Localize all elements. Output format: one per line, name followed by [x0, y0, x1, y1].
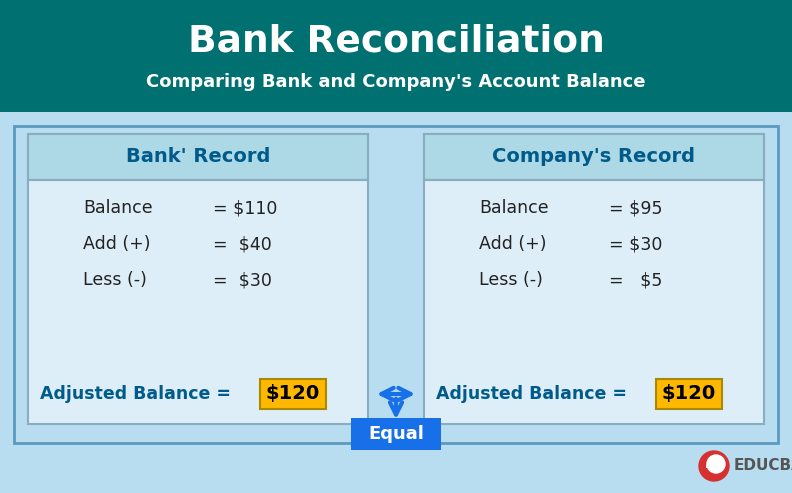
Text: Adjusted Balance =: Adjusted Balance =: [436, 385, 627, 403]
Text: $120: $120: [662, 385, 716, 403]
Bar: [0, 0, 792, 112]
Text: =  $40: = $40: [213, 235, 272, 253]
Bar: [351, 418, 441, 450]
Text: Equal: Equal: [368, 425, 424, 443]
Text: = $95: = $95: [609, 199, 662, 217]
Text: $120: $120: [266, 385, 320, 403]
Bar: [28, 134, 368, 424]
Text: =  $30: = $30: [213, 271, 272, 289]
Text: Less (-): Less (-): [479, 271, 543, 289]
Bar: [14, 126, 778, 443]
Text: Bank' Record: Bank' Record: [126, 147, 270, 167]
Text: Balance: Balance: [479, 199, 549, 217]
Text: Less (-): Less (-): [83, 271, 147, 289]
Bar: [424, 134, 764, 424]
Bar: [424, 134, 764, 180]
Text: Adjusted Balance =: Adjusted Balance =: [40, 385, 231, 403]
Text: Company's Record: Company's Record: [493, 147, 695, 167]
Text: EDUCBA: EDUCBA: [734, 458, 792, 473]
Bar: [706, 464, 716, 467]
Text: Add (+): Add (+): [479, 235, 546, 253]
Bar: [28, 134, 368, 180]
Bar: [656, 379, 722, 409]
Text: Add (+): Add (+): [83, 235, 150, 253]
Text: Comparing Bank and Company's Account Balance: Comparing Bank and Company's Account Bal…: [147, 73, 645, 91]
Text: = $110: = $110: [213, 199, 277, 217]
Circle shape: [707, 455, 725, 473]
Text: Bank Reconciliation: Bank Reconciliation: [188, 24, 604, 60]
Text: Balance: Balance: [83, 199, 153, 217]
Text: =   $5: = $5: [609, 271, 662, 289]
Bar: [0, 112, 792, 493]
Circle shape: [699, 451, 729, 481]
Text: = $30: = $30: [609, 235, 662, 253]
Bar: [260, 379, 326, 409]
